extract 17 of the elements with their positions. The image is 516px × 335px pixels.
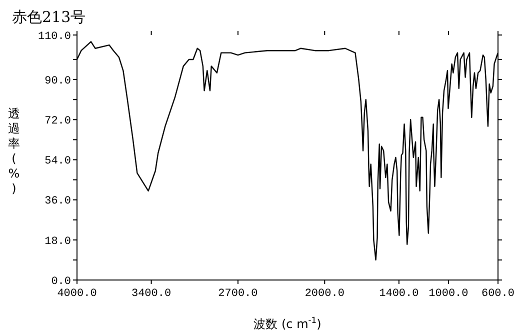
chart-title: 赤色213号	[12, 8, 86, 26]
y-tick-label: 54.0	[44, 156, 71, 168]
x-tick-label: 3400.0	[131, 288, 172, 300]
y-tick-label: 110.0	[38, 30, 71, 43]
y-tick-label: 72.0	[44, 115, 71, 128]
y-tick-label: 0.0	[51, 276, 71, 288]
x-axis-title: 波数 (c m$^{-1}$)	[254, 315, 322, 331]
x-tick-label: 600.0	[481, 288, 515, 300]
y-tick-label: 18.0	[44, 236, 71, 248]
y-tick-label: 90.0	[44, 75, 71, 88]
x-tick-label: 2700.0	[218, 288, 258, 300]
y-tick-label: 36.0	[44, 196, 71, 208]
x-tick-label: 2000.0	[304, 288, 344, 300]
x-tick-label: 1000.0	[428, 288, 468, 300]
x-tick-label: 4000.0	[57, 288, 97, 300]
x-tick-label: 1400.0	[379, 288, 419, 300]
y-axis-title: 透過率(%)	[8, 106, 20, 196]
